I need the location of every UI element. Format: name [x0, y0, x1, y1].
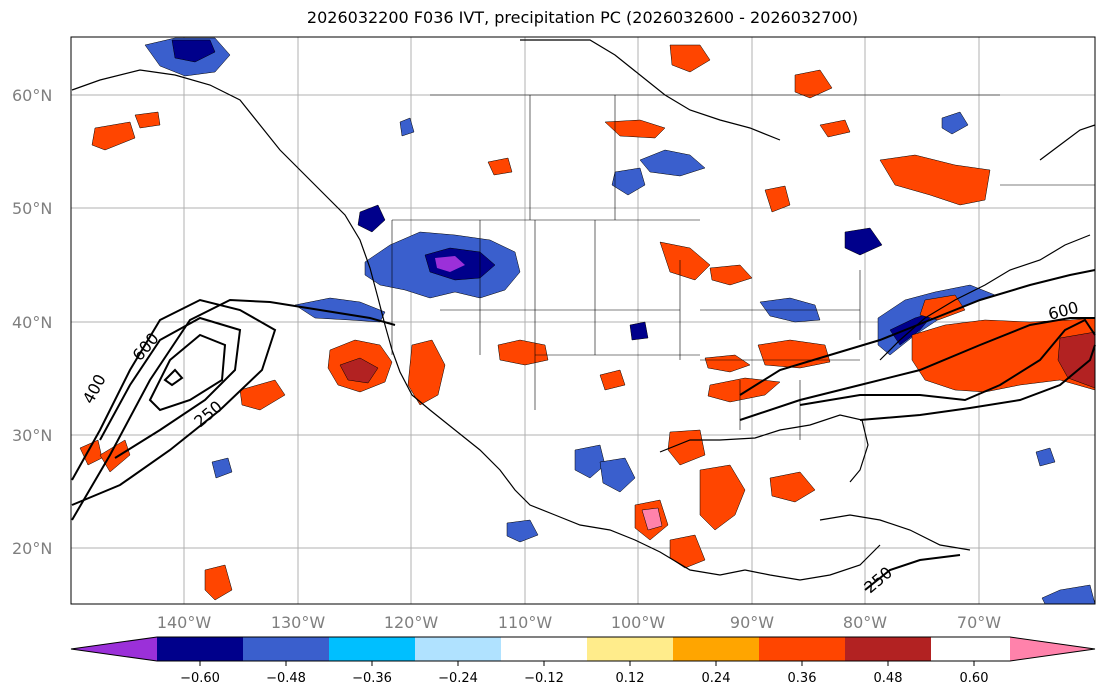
colorbar-label: 0.60 — [960, 671, 989, 686]
lon-label-110w: 110°W — [498, 613, 553, 632]
colorbar-label: −0.12 — [524, 671, 564, 686]
lon-label-130w: 130°W — [271, 613, 326, 632]
colorbar-label: −0.36 — [352, 671, 392, 686]
lat-label-50n: 50°N — [12, 199, 52, 218]
colorbar-label: 0.24 — [702, 671, 731, 686]
lon-label-80w: 80°W — [843, 613, 887, 632]
colorbar-segments — [157, 637, 931, 661]
colorbar-label: 0.12 — [616, 671, 645, 686]
colorbar-segment — [415, 637, 501, 661]
colorbar-extend-low — [71, 637, 157, 661]
state-borders — [391, 94, 1095, 440]
colorbar-segment — [243, 637, 329, 661]
lat-label-20n: 20°N — [12, 539, 52, 558]
lon-label-100w: 100°W — [611, 613, 666, 632]
map-title: 2026032200 F036 IVT, precipitation PC (2… — [306, 8, 859, 27]
lat-label-60n: 60°N — [12, 86, 52, 105]
precip-positive-anomalies — [79, 44, 1096, 601]
map-content: 400 600 250 600 250 — [71, 37, 1096, 605]
colorbar-segment — [759, 637, 845, 661]
precip-negative-anomalies — [144, 37, 1096, 605]
colorbar-segment — [845, 637, 931, 661]
lat-label-30n: 30°N — [12, 426, 52, 445]
colorbar-segment — [501, 637, 587, 661]
colorbar-label: −0.60 — [180, 671, 220, 686]
map-background — [71, 37, 1095, 604]
colorbar-label: 0.48 — [874, 671, 903, 686]
colorbar: −0.60 −0.48 −0.36 −0.24 −0.12 0.12 0.24 … — [70, 636, 1096, 686]
colorbar-outline — [70, 636, 1096, 662]
colorbar-segment — [673, 637, 759, 661]
lon-label-120w: 120°W — [384, 613, 439, 632]
lon-label-70w: 70°W — [957, 613, 1001, 632]
lat-label-40n: 40°N — [12, 313, 52, 332]
lon-label-140w: 140°W — [157, 613, 212, 632]
colorbar-ticks — [199, 661, 975, 666]
map-frame — [70, 36, 1096, 605]
colorbar-segment — [587, 637, 673, 661]
colorbar-extend-high — [1010, 637, 1095, 661]
lon-label-90w: 90°W — [730, 613, 774, 632]
colorbar-label: −0.48 — [266, 671, 306, 686]
colorbar-label: 0.36 — [788, 671, 817, 686]
colorbar-segment — [157, 637, 243, 661]
coastlines — [71, 39, 1096, 581]
colorbar-label: −0.24 — [438, 671, 478, 686]
colorbar-segment — [329, 637, 415, 661]
ivt-contours — [71, 269, 1096, 591]
